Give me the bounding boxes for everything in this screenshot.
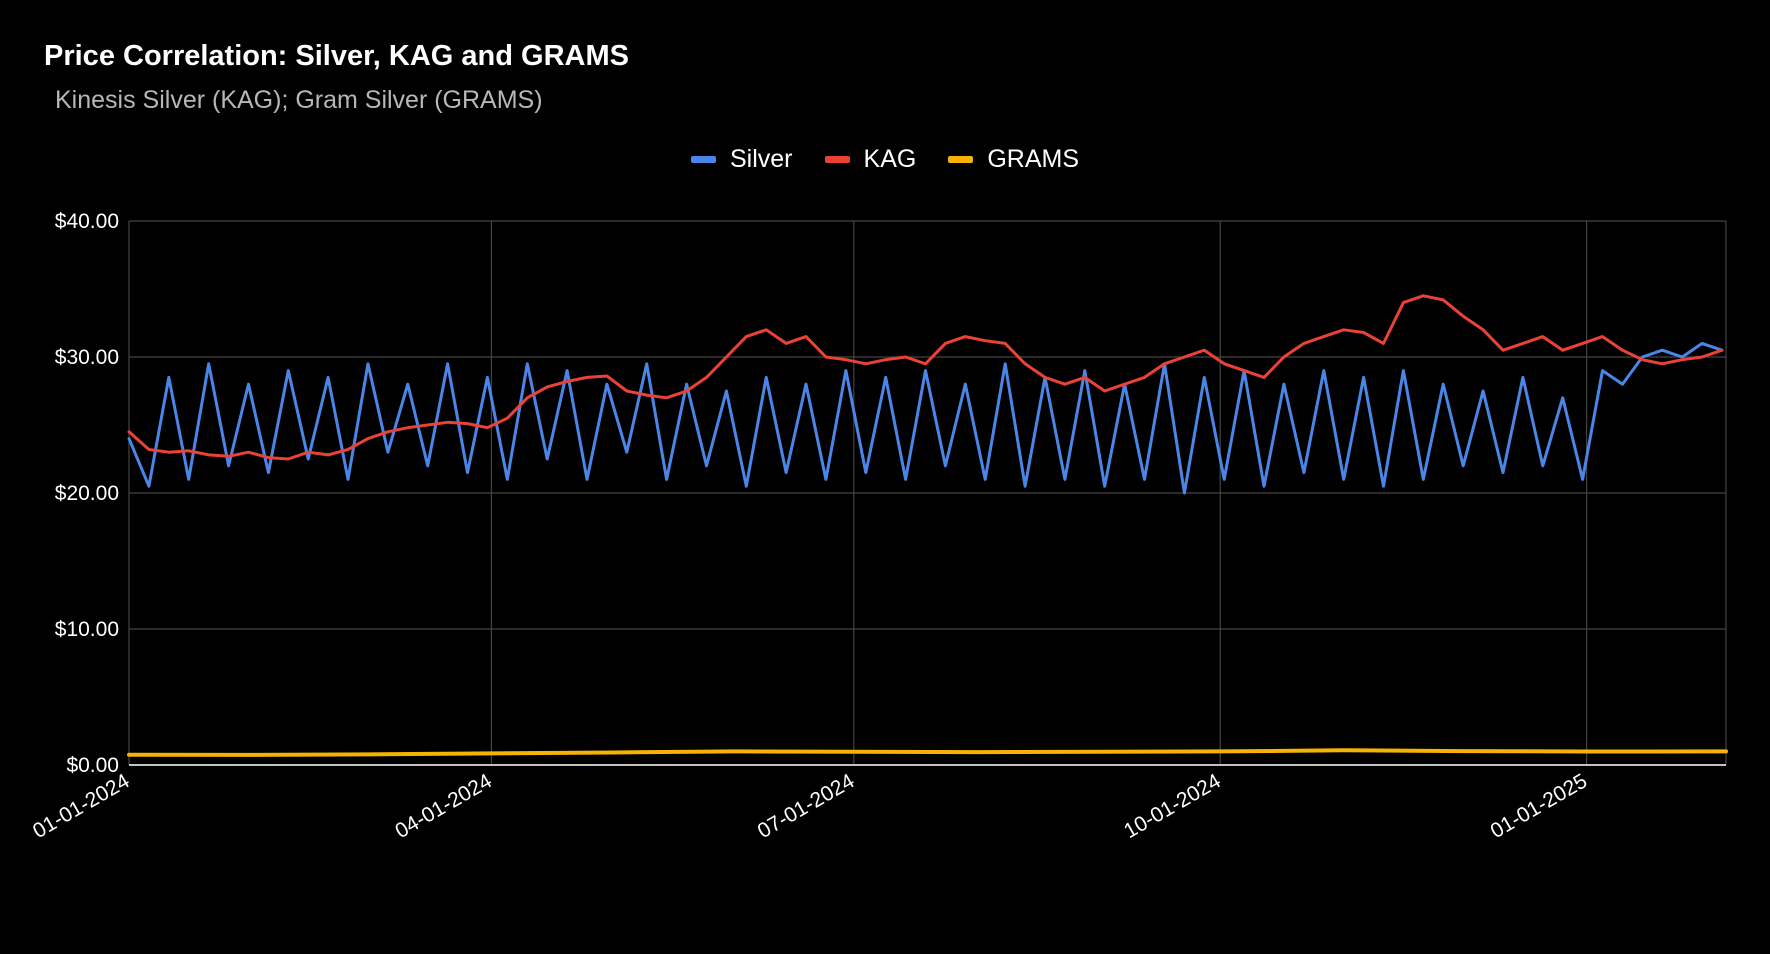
chart-title: Price Correlation: Silver, KAG and GRAMS [44,40,629,72]
legend-item-grams: GRAMS [948,145,1079,174]
x-tick-label: 01-01-2025 [1487,769,1592,843]
series-line-kag [127,294,1724,461]
legend-label-grams: GRAMS [987,145,1079,173]
series-line-grams [127,748,1728,757]
y-tick-label: $10.00 [55,618,119,641]
chart-subtitle: Kinesis Silver (KAG); Gram Silver (GRAMS… [55,86,543,114]
x-tick-label: 07-01-2024 [754,769,859,843]
y-tick-label: $0.00 [66,754,119,777]
legend-label-kag: KAG [863,145,917,173]
series-lines [127,294,1728,757]
series-line-silver [127,341,1724,495]
legend-swatch-silver [691,156,716,163]
grid-lines [128,220,1727,765]
legend-item-silver: Silver [691,145,793,174]
legend-label-silver: Silver [730,145,793,173]
x-tick-label: 10-01-2024 [1120,769,1225,843]
legend-swatch-kag [824,156,850,163]
y-tick-label: $20.00 [55,482,119,505]
y-tick-label: $40.00 [55,210,119,233]
x-tick-label: 01-01-2024 [29,769,134,843]
legend: Silver KAG GRAMS [0,145,1770,174]
legend-swatch-grams [948,156,974,163]
x-tick-label: 04-01-2024 [391,769,496,843]
y-tick-label: $30.00 [55,346,119,369]
legend-item-kag: KAG [824,145,917,174]
